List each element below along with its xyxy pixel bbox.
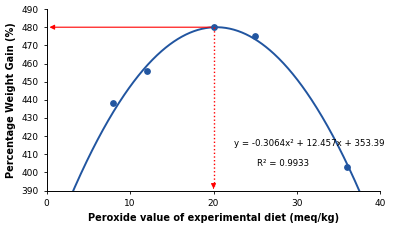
- Point: [252, 34, 258, 38]
- Y-axis label: Percentage Weight Gain (%): Percentage Weight Gain (%): [6, 22, 16, 178]
- Point: [344, 165, 350, 169]
- Text: y = -0.3064x² + 12.457x + 353.39: y = -0.3064x² + 12.457x + 353.39: [234, 139, 384, 148]
- Point: [210, 25, 217, 29]
- X-axis label: Peroxide value of experimental diet (meq/kg): Peroxide value of experimental diet (meq…: [88, 213, 339, 224]
- Point: [110, 102, 117, 105]
- Point: [144, 69, 150, 73]
- Text: R² = 0.9933: R² = 0.9933: [257, 159, 309, 168]
